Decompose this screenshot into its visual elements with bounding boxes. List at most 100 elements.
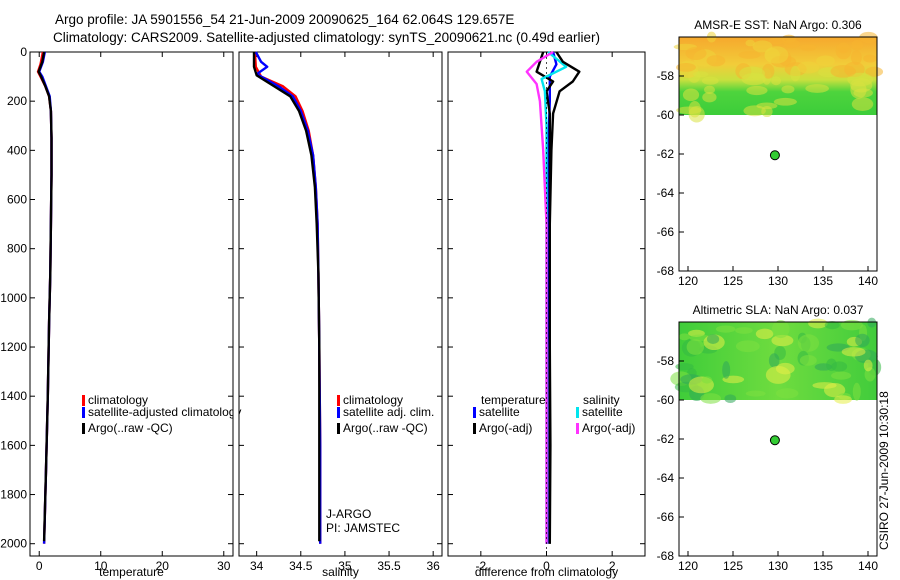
temperature-xtick-label: 20 [156, 559, 170, 573]
temperature-frame [29, 51, 234, 557]
difference-xtick-label: 2 [609, 559, 616, 573]
sst-map-xtick-label: 125 [723, 274, 743, 288]
salinity-series-line [252, 52, 321, 542]
sst-map-texture [706, 55, 726, 67]
salinity-annotation-program: J-ARGO [326, 507, 371, 521]
sst-map-texture [738, 51, 761, 59]
sla-map-texture [735, 327, 753, 334]
sla-map-texture [724, 394, 737, 404]
sla-map-texture [841, 347, 866, 357]
sal-legend-satellite-swatch [337, 407, 340, 418]
temp-legend-clip [233, 395, 239, 423]
sla-map-texture [706, 334, 720, 344]
sst-map-ytick-label: -66 [657, 225, 675, 239]
sla-map-texture [840, 319, 863, 331]
sla-map-ytick-label: -62 [657, 432, 675, 446]
sst-map-argo-marker [769, 150, 780, 161]
sst-map-texture [859, 31, 878, 44]
sst-map-texture [702, 92, 717, 103]
sst-map-xtick-label: 120 [678, 274, 698, 288]
side-timestamp: CSIRO 27-Jun-2009 10:30:18 [877, 391, 891, 550]
sla-map-texture [824, 321, 840, 330]
depth-tick-label: 1000 [0, 291, 27, 305]
sst-map-panel: AMSR-E SST: NaN Argo: 0.306 120 125 130 135 1… [657, 18, 884, 288]
sst-map-texture [746, 85, 768, 96]
temp-legend-satellite-label: satellite-adjusted climatology [88, 405, 241, 419]
sst-map-texture [745, 39, 755, 47]
sla-map-texture [686, 339, 705, 355]
sal-legend-argo-label: Argo(..raw -QC) [343, 421, 428, 435]
sla-map-texture [808, 318, 828, 329]
sla-map-ytick-label: -58 [657, 354, 675, 368]
sst-map-ytick-label: -62 [657, 147, 675, 161]
temperature-xtick-label: 0 [36, 559, 43, 573]
difference-xtick-label: 0 [543, 559, 550, 573]
sla-map-texture [715, 325, 736, 333]
diff-legend-sal-satellite-swatch [576, 407, 579, 418]
sal-legend-argo-swatch [337, 423, 340, 434]
sla-map-texture [722, 361, 731, 379]
salinity-series-line [254, 51, 322, 544]
sst-map-texture [805, 84, 829, 93]
difference-series-line [548, 51, 581, 544]
sst-map-texture [685, 46, 707, 60]
diff-legend-sal-argo-label: Argo(-adj) [582, 421, 635, 435]
temp-legend-satellite-swatch [82, 407, 85, 418]
salinity-frame [238, 51, 443, 557]
depth-tick-label: 0 [20, 45, 27, 59]
diff-legend-salinity-heading: salinity [583, 393, 620, 407]
depth-tick-label: 600 [7, 193, 27, 207]
diff-legend-temperature-heading: temperature [481, 393, 546, 407]
sst-map-texture [751, 73, 766, 80]
sst-map-texture [762, 63, 775, 79]
sst-map-xtick-label: 140 [858, 274, 878, 288]
salinity-xtick-label: 36 [426, 559, 440, 573]
sla-map-texture [831, 371, 852, 380]
sst-map-xtick-label: 130 [768, 274, 788, 288]
salinity-xtick-label: 35 [338, 559, 352, 573]
sla-map-texture [797, 334, 820, 352]
sst-map-texture [851, 97, 874, 111]
sla-map-xtick-label: 120 [678, 559, 698, 573]
sst-map-texture [850, 78, 873, 93]
sla-map-ytick-label: -64 [657, 471, 675, 485]
sla-map-texture [755, 328, 774, 340]
sst-map-title: AMSR-E SST: NaN Argo: 0.306 [694, 18, 862, 32]
sla-map-texture [700, 393, 722, 404]
sla-map-xtick-label: 135 [813, 559, 833, 573]
sst-map-texture [851, 39, 864, 51]
sst-map-ytick-label: -64 [657, 186, 675, 200]
diff-legend-temp-satellite-label: satellite [479, 405, 520, 419]
sla-map-texture [852, 382, 861, 401]
depth-tick-label: 1200 [0, 340, 27, 354]
temp-legend-argo-label: Argo(..raw -QC) [88, 421, 173, 435]
sla-map-texture [675, 363, 694, 371]
sla-map-texture [768, 353, 780, 368]
sla-map-title: Altimetric SLA: NaN Argo: 0.037 [693, 303, 864, 317]
sla-map-xtick-label: 125 [723, 559, 743, 573]
temperature-xtick-label: 30 [217, 559, 231, 573]
sal-legend-climatology-swatch [337, 395, 340, 406]
sla-map-ytick-label: -60 [657, 393, 675, 407]
sla-map-texture [745, 390, 766, 397]
sst-map-texture [688, 106, 705, 123]
sst-map-texture [783, 39, 800, 49]
sst-map-texture [863, 54, 877, 63]
depth-tick-label: 1600 [0, 438, 27, 452]
sla-map-texture [867, 317, 877, 328]
sst-map-texture [816, 55, 835, 67]
sal-legend-satellite-label: satellite adj. clim. [343, 405, 434, 419]
temperature-xlabel: temperature [99, 565, 164, 579]
sst-map-texture [676, 62, 696, 72]
sst-map-texture [771, 76, 782, 86]
sst-map-texture [764, 46, 789, 64]
difference-xlabel: difference from climatology [475, 565, 618, 579]
difference-series-line [540, 51, 568, 544]
sla-map-ytick-label: -66 [657, 510, 675, 524]
sst-map-texture [682, 88, 700, 102]
sst-map-texture [781, 85, 795, 94]
sla-map-texture [771, 320, 790, 339]
temperature-series-line [37, 51, 53, 542]
difference-xtick-label: -2 [475, 559, 486, 573]
